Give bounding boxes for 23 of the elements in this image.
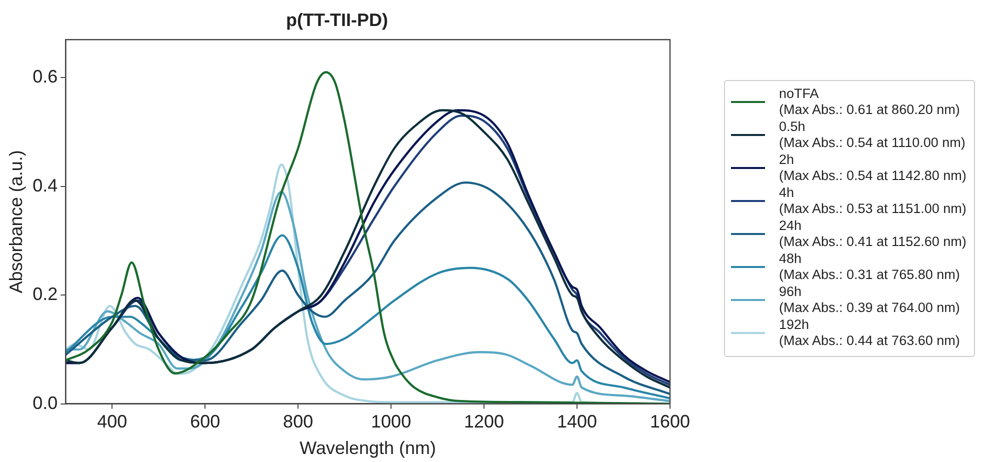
x-axis-title: Wavelength (nm) xyxy=(300,438,436,458)
x-tick-label: 1200 xyxy=(464,412,504,432)
line-series xyxy=(66,234,670,400)
legend-label: 4h (Max Abs.: 0.53 at 1151.00 nm) xyxy=(779,185,966,217)
legend-label: 192h (Max Abs.: 0.44 at 763.60 nm) xyxy=(779,317,960,349)
x-tick-label: 1400 xyxy=(556,412,598,432)
x-tick-label: 1600 xyxy=(650,412,690,432)
legend-label: noTFA (Max Abs.: 0.61 at 860.20 nm) xyxy=(779,86,960,118)
chart-title: p(TT-TII-PD) xyxy=(286,10,388,30)
legend-label: 96h (Max Abs.: 0.39 at 764.00 nm) xyxy=(779,284,960,316)
y-tick-label: 0.4 xyxy=(32,175,58,196)
legend-label: 2h (Max Abs.: 0.54 at 1142.80 nm) xyxy=(779,152,966,184)
legend-label: 0.5h (Max Abs.: 0.54 at 1110.00 nm) xyxy=(779,119,966,151)
legend-label: 24h (Max Abs.: 0.41 at 1152.60 nm) xyxy=(779,218,966,250)
legend-label: 48h (Max Abs.: 0.31 at 765.80 nm) xyxy=(779,251,960,283)
y-tick-label: 0.2 xyxy=(32,284,58,304)
x-tick-label: 1000 xyxy=(371,412,412,432)
x-tick-label: 600 xyxy=(190,412,220,432)
x-tick-label: 800 xyxy=(283,412,314,432)
y-tick-label: 0.6 xyxy=(32,66,58,87)
y-tick-label: 0.0 xyxy=(32,392,58,413)
y-axis-title: Absorbance (a.u.) xyxy=(6,150,26,294)
x-tick-label: 400 xyxy=(97,412,128,432)
